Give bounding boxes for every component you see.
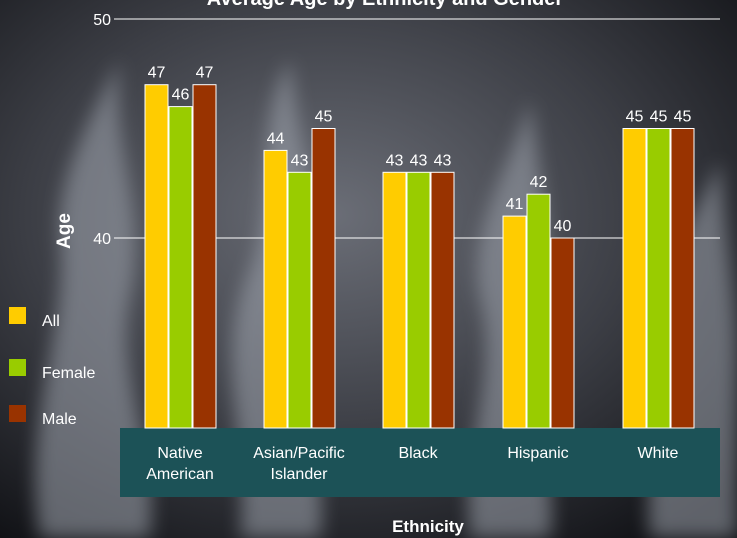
data-label: 44 <box>267 130 285 147</box>
x-tick-label: Islander <box>271 466 329 483</box>
legend-swatch <box>9 405 26 422</box>
data-label: 45 <box>626 109 644 126</box>
data-label: 42 <box>530 174 548 191</box>
data-label: 47 <box>148 65 166 82</box>
x-tick-label: American <box>146 466 214 483</box>
data-label: 43 <box>410 152 428 169</box>
data-label: 40 <box>554 218 572 235</box>
bar <box>502 215 527 429</box>
x-tick-label: White <box>638 445 679 462</box>
data-label: 41 <box>506 196 524 213</box>
bar <box>622 128 647 429</box>
x-tick-label: Hispanic <box>507 445 568 462</box>
x-axis-band <box>120 428 720 497</box>
data-label: 47 <box>196 65 214 82</box>
data-label: 43 <box>386 152 404 169</box>
x-axis-title: Ethnicity <box>392 517 464 536</box>
legend-label: Male <box>42 411 77 428</box>
bar <box>192 84 217 429</box>
bar <box>287 171 312 429</box>
legend-swatch <box>9 307 26 324</box>
legend-label: All <box>42 313 60 330</box>
bar <box>144 84 169 429</box>
legend-label: Female <box>42 365 95 382</box>
bar <box>311 128 336 429</box>
bar <box>526 193 551 429</box>
bar <box>670 128 695 429</box>
x-tick-label: Native <box>157 445 202 462</box>
bar <box>382 171 407 429</box>
x-tick-label: Asian/Pacific <box>253 445 345 462</box>
data-label: 45 <box>674 109 692 126</box>
data-label: 46 <box>172 87 190 104</box>
y-axis-title: Age <box>54 213 75 249</box>
y-tick-label: 50 <box>93 12 111 29</box>
x-tick-label: Black <box>398 445 438 462</box>
data-label: 43 <box>291 152 309 169</box>
data-label: 45 <box>650 109 668 126</box>
bar <box>263 149 288 429</box>
bar <box>550 237 575 429</box>
y-tick-label: 40 <box>93 231 111 248</box>
data-label: 45 <box>315 109 333 126</box>
chart-title: Average Age by Ethnicity and Gender <box>207 0 564 10</box>
bar <box>168 106 193 429</box>
legend-swatch <box>9 359 26 376</box>
data-label: 43 <box>434 152 452 169</box>
bar <box>646 128 671 429</box>
bar <box>406 171 431 429</box>
plot-area: 40 50 47 46 47 44 43 45 43 43 43 41 42 40 45 45 45 Native… <box>9 0 720 536</box>
bar <box>430 171 455 429</box>
